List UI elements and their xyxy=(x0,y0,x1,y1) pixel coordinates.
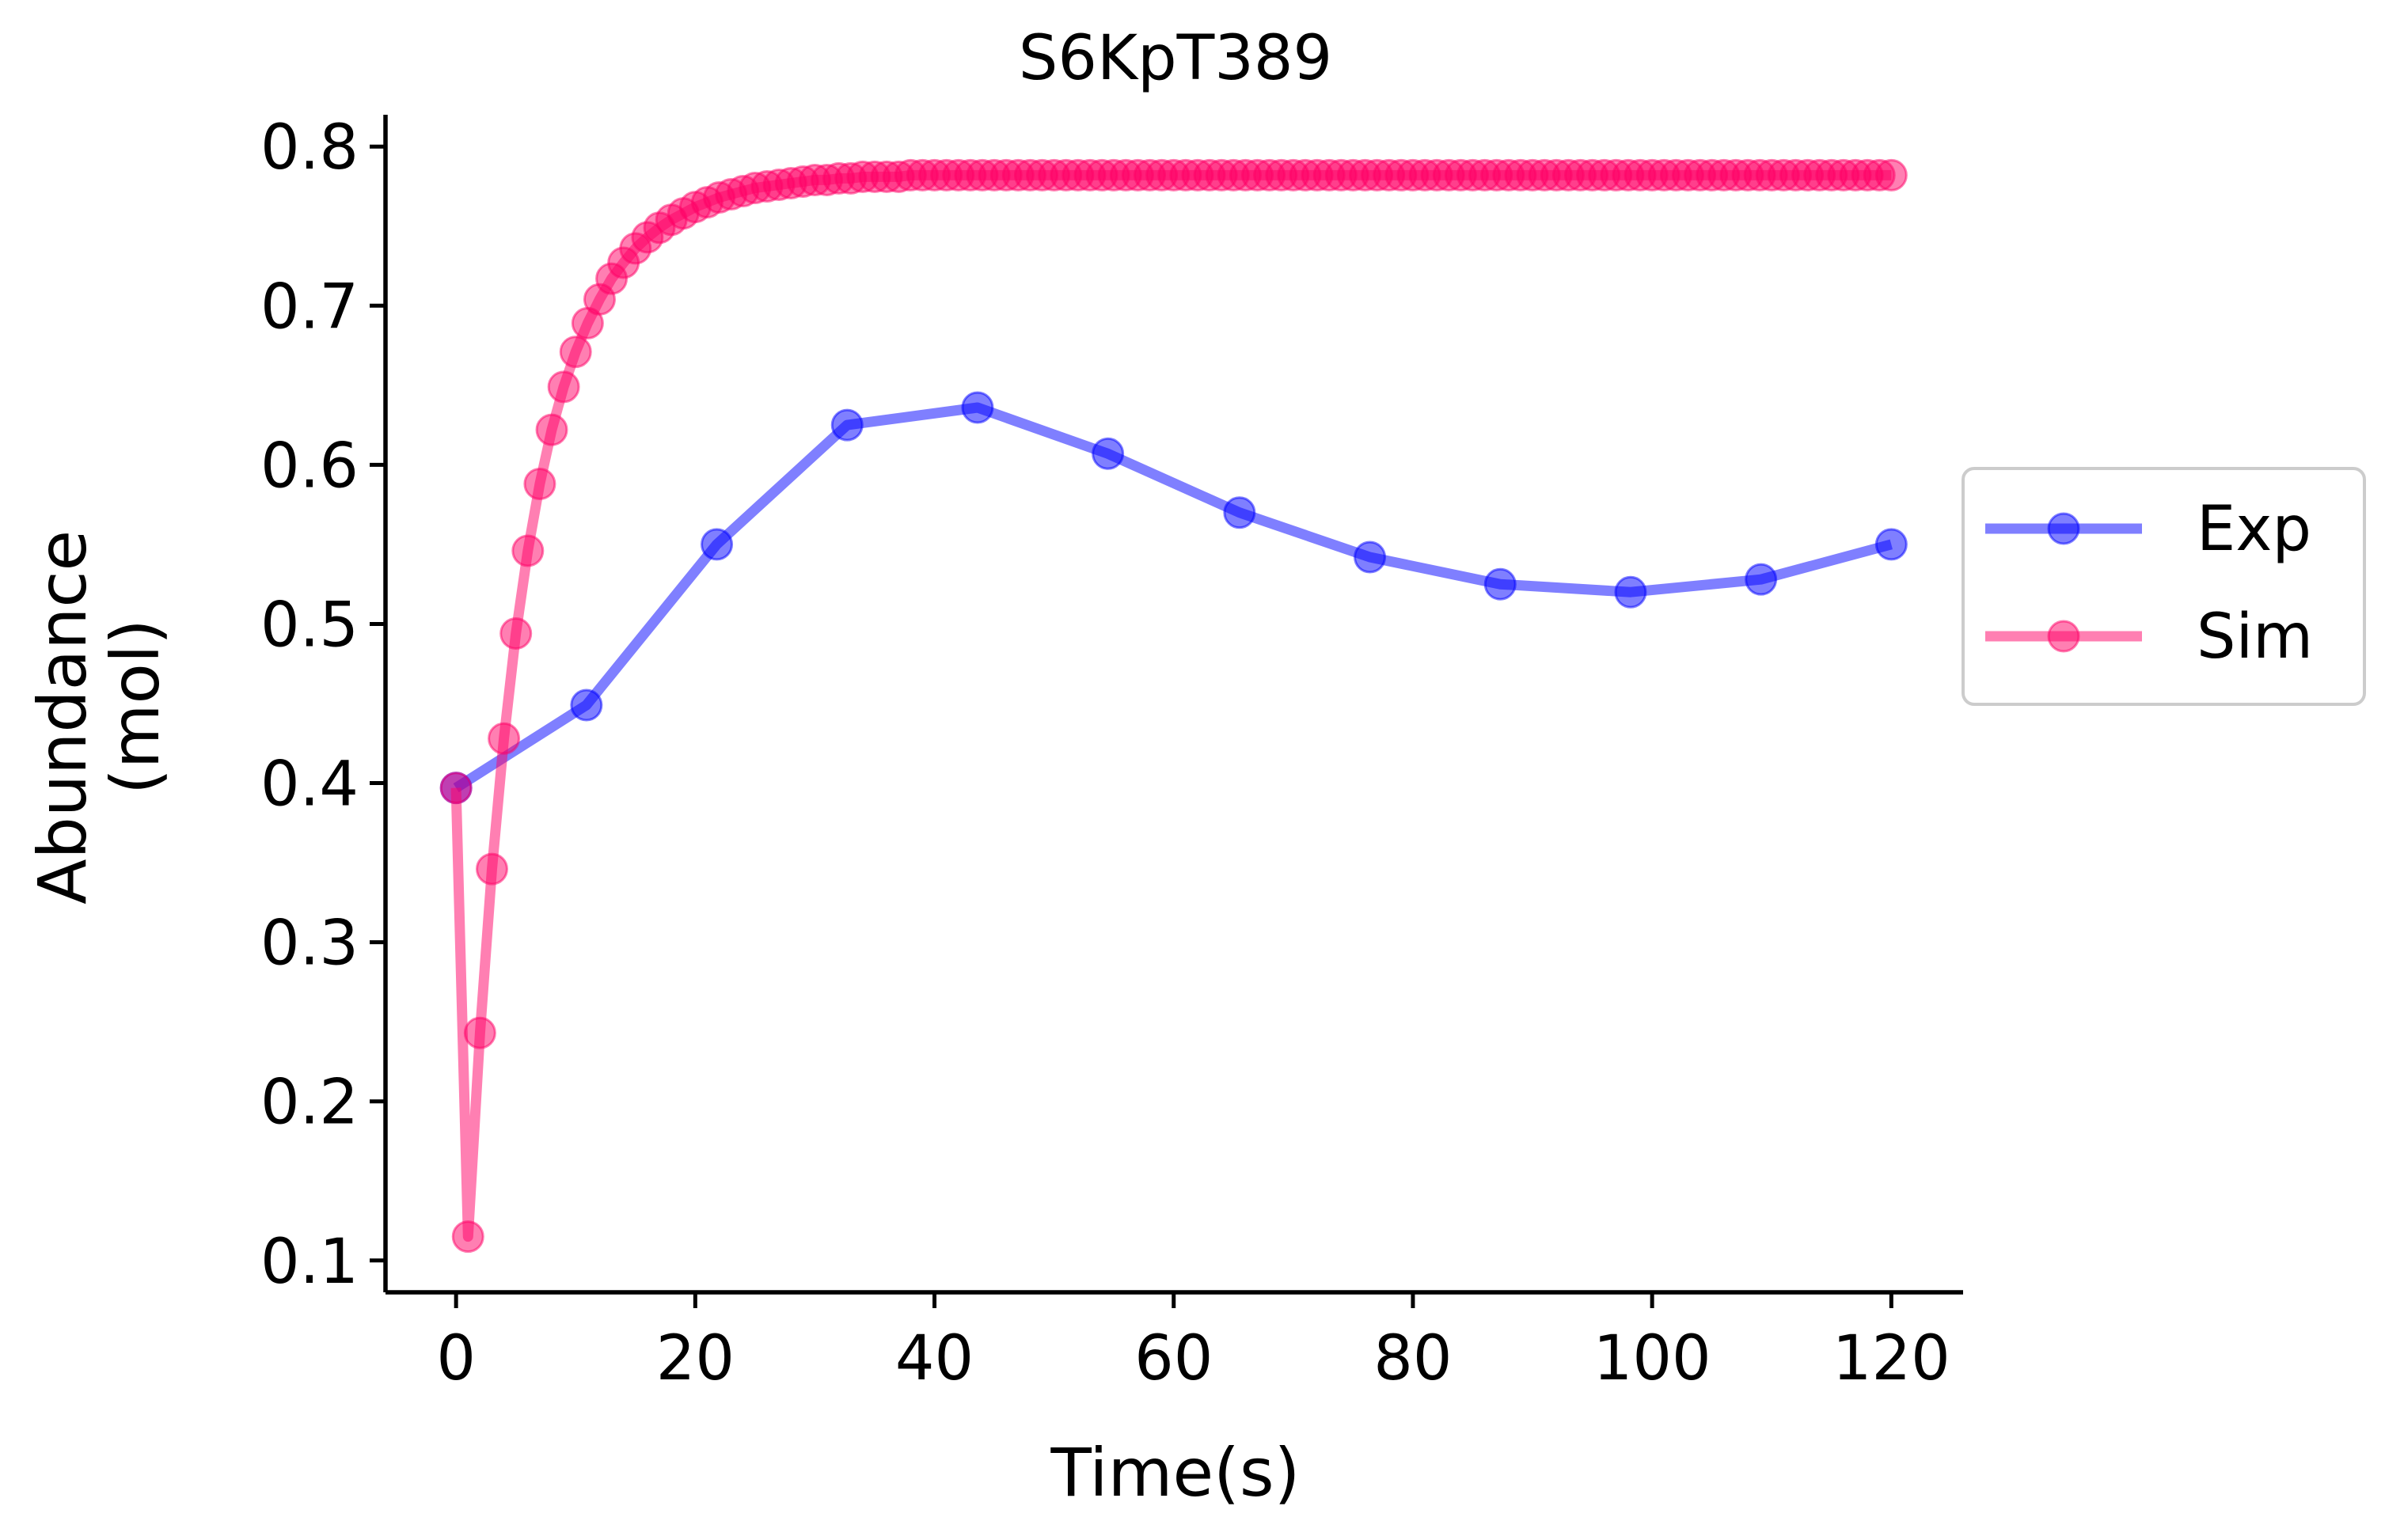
series-sim-point xyxy=(499,617,533,651)
series-sim-point xyxy=(475,852,508,886)
series-exp-point xyxy=(1874,528,1908,561)
y-axis-label-line-1: Abundance xyxy=(24,530,101,905)
y-tick-label: 0.8 xyxy=(260,112,359,184)
legend-exp-label: Exp xyxy=(2197,494,2311,565)
y-tick-label: 0.6 xyxy=(260,431,359,502)
series-exp-point xyxy=(570,688,603,722)
x-axis-ticks: 0 20 40 60 80 100 120 xyxy=(436,1292,1950,1394)
x-tick-label: 20 xyxy=(656,1323,735,1394)
series-exp-point xyxy=(1354,541,1387,574)
x-tick-label: 100 xyxy=(1593,1323,1711,1394)
series-sim xyxy=(439,158,1908,1254)
series-sim-point xyxy=(547,370,580,404)
series-exp-point xyxy=(1614,575,1647,609)
series-sim-point xyxy=(511,534,545,567)
series-exp-line xyxy=(453,402,1893,793)
legend-exp-marker xyxy=(2047,512,2080,545)
x-tick-label: 80 xyxy=(1373,1323,1452,1394)
series-exp-point xyxy=(1483,567,1517,601)
plot-area xyxy=(439,158,1908,1254)
y-tick-label: 0.4 xyxy=(260,749,359,821)
series-sim-point xyxy=(1874,158,1908,192)
series-sim-point xyxy=(463,1016,496,1049)
legend: Exp Sim xyxy=(1962,467,2366,706)
y-tick-label: 0.5 xyxy=(260,590,359,661)
chart-title: S6KpT389 xyxy=(1019,23,1332,94)
y-axis-label: Abundance (mol) xyxy=(24,509,174,905)
x-tick-label: 60 xyxy=(1134,1323,1213,1394)
series-sim-point xyxy=(488,722,521,755)
series-sim-point xyxy=(439,772,473,805)
x-axis-label: Time(s) xyxy=(1050,1434,1301,1512)
y-axis-ticks: 0.1 0.2 0.3 0.4 0.5 0.6 0.7 0.8 xyxy=(260,112,385,1298)
x-tick-label: 40 xyxy=(895,1323,974,1394)
y-tick-label: 0.7 xyxy=(260,271,359,343)
y-tick-label: 0.1 xyxy=(260,1227,359,1298)
series-exp-point xyxy=(1745,563,1778,596)
y-tick-label: 0.2 xyxy=(260,1068,359,1139)
legend-sim-label: Sim xyxy=(2197,601,2313,673)
series-sim-point xyxy=(451,1220,484,1254)
x-tick-label: 0 xyxy=(436,1323,476,1394)
series-sim-point xyxy=(523,468,556,501)
legend-sim-marker xyxy=(2047,620,2080,653)
series-sim-point xyxy=(535,413,568,446)
series-exp-point xyxy=(830,408,864,442)
series-exp-point xyxy=(1092,437,1125,470)
series-exp-point xyxy=(701,528,734,561)
x-tick-label: 120 xyxy=(1832,1323,1950,1394)
y-tick-label: 0.3 xyxy=(260,908,359,980)
series-exp-point xyxy=(1223,496,1256,529)
series-exp-point xyxy=(961,391,994,424)
series-sim-point xyxy=(559,336,592,369)
y-axis-label-line-2: (mol) xyxy=(97,619,174,795)
